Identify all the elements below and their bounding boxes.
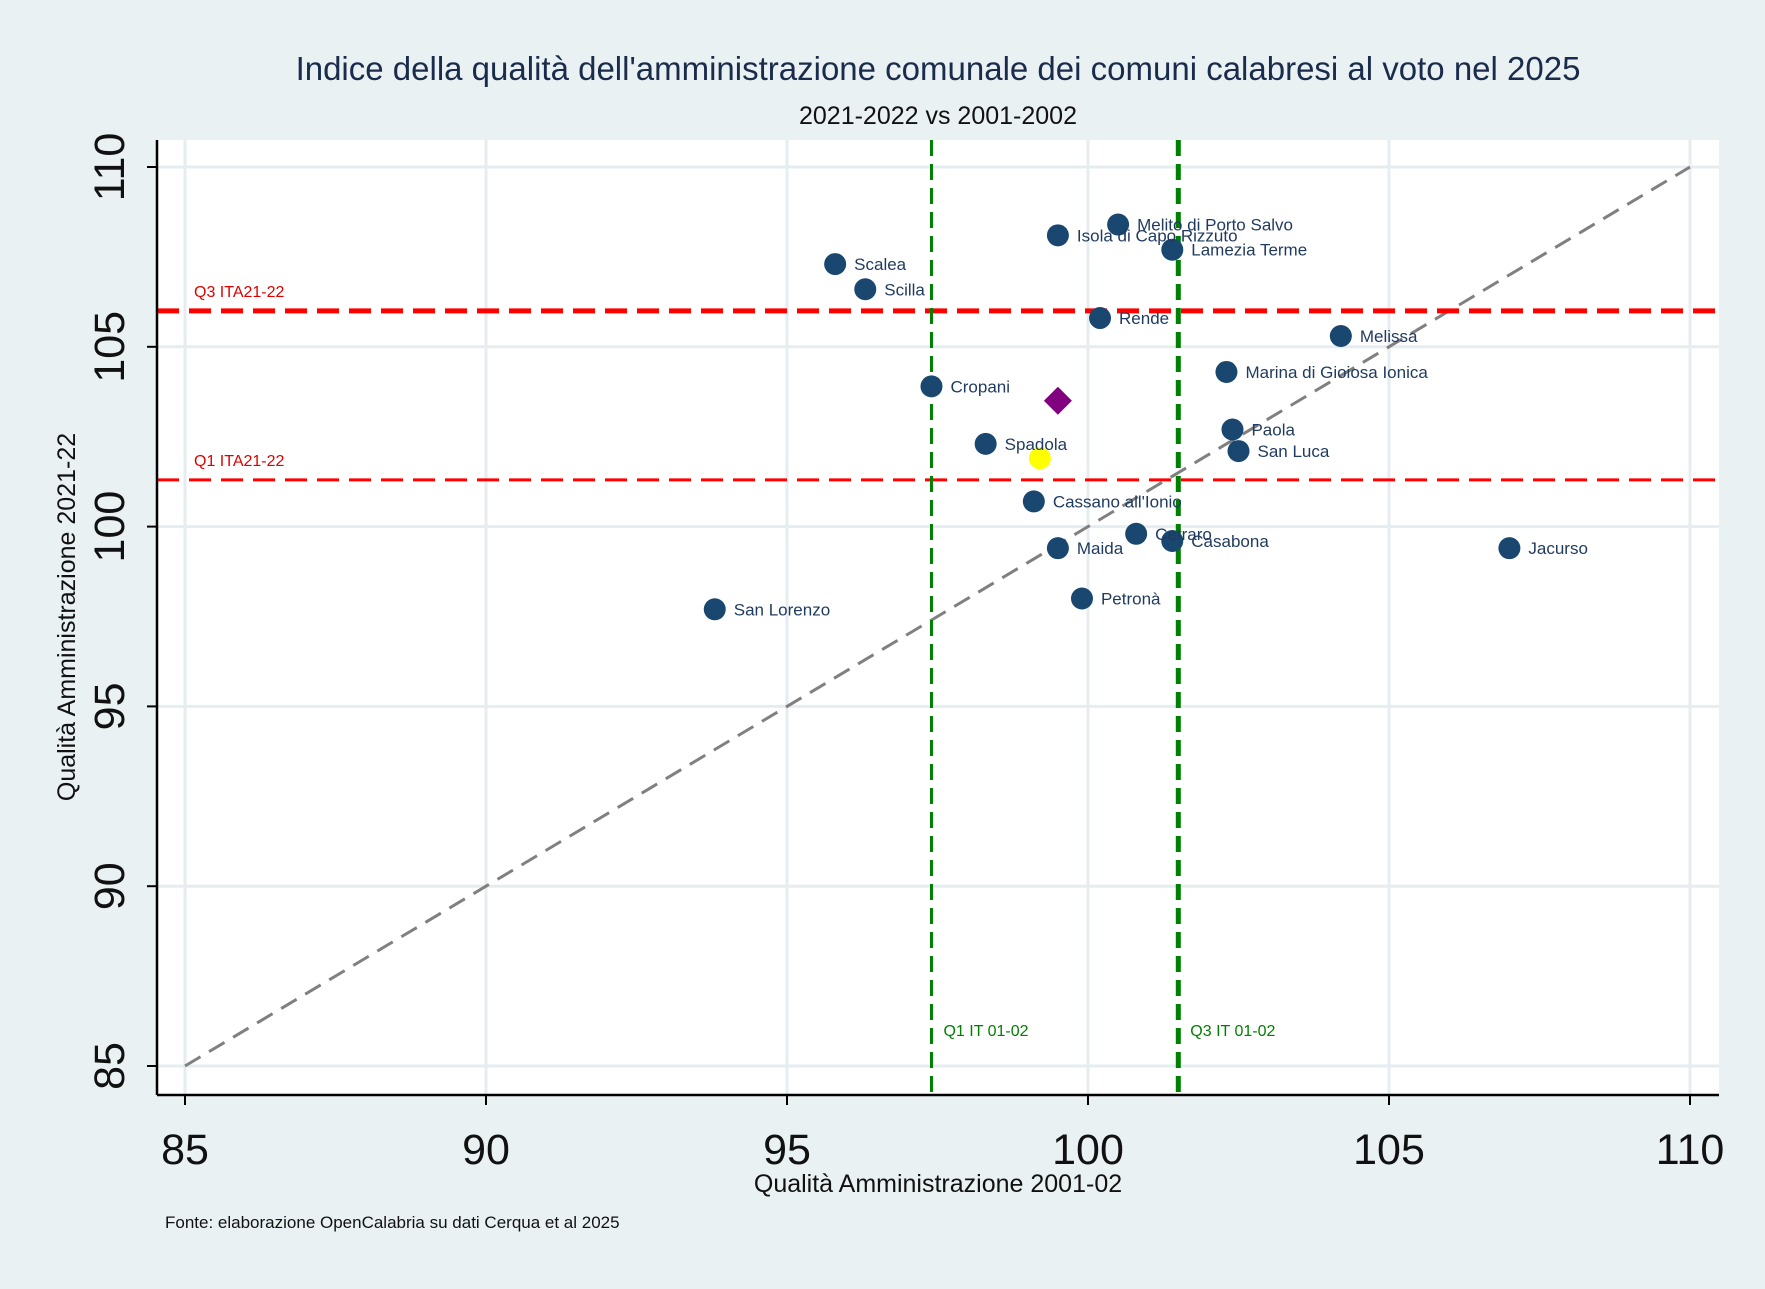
y-tick-label: 95 (86, 682, 134, 730)
reference-lines: Q3 ITA21-22 Q1 ITA21-22 Q1 IT 01-02 Q3 IT 0… (157, 140, 1719, 1095)
data-point (1089, 307, 1112, 330)
point-label: Scilla (884, 280, 925, 299)
point-label: Maida (1077, 539, 1124, 558)
x-tick-label: 95 (763, 1126, 811, 1174)
grid-lines (157, 140, 1719, 1095)
x-axis-title: Qualità Amministrazione 2001-02 (754, 1170, 1122, 1198)
point-label: Casabona (1191, 532, 1269, 551)
x-tick-label: 110 (1656, 1126, 1725, 1174)
y-tick-label: 100 (86, 491, 134, 563)
x-tick-label: 90 (462, 1126, 510, 1174)
hline-label: Q3 ITA21-22 (194, 284, 285, 301)
point-label: San Lorenzo (734, 600, 830, 619)
source-note: Fonte: elaborazione OpenCalabria su dati… (165, 1213, 620, 1232)
data-point (854, 278, 877, 301)
data-point (1215, 360, 1238, 383)
axes: 85 90 95 100 105 110 85 90 95 100 105 110 (86, 133, 1724, 1174)
data-point (1046, 537, 1069, 560)
diagonal-layer (184, 165, 1691, 1068)
point-label: Petronà (1101, 590, 1161, 609)
point-label: Paola (1251, 421, 1295, 440)
data-point (824, 253, 847, 276)
vline-label: Q1 IT 01-02 (943, 1023, 1028, 1040)
data-point (1161, 529, 1184, 552)
data-point (703, 598, 726, 621)
vline-label: Q3 IT 01-02 (1190, 1023, 1275, 1040)
point-label: Marina di Gioiosa Ionica (1245, 363, 1428, 382)
y-axis-title: Qualità Amministrazione 2021-22 (53, 433, 81, 801)
data-point (1107, 213, 1130, 236)
y-tick-label: 105 (86, 311, 134, 383)
y-tick-label: 85 (86, 1042, 134, 1090)
data-point (1329, 325, 1352, 348)
point-label: Scalea (854, 255, 907, 274)
point-label: Cetraro (1155, 525, 1212, 544)
data-point (1161, 238, 1184, 261)
point-label: Melissa (1360, 327, 1418, 346)
data-point (1070, 587, 1093, 610)
highlight-point (1028, 447, 1051, 470)
chart-subtitle: 2021-2022 vs 2001-2002 (799, 102, 1077, 130)
point-label: Jacurso (1528, 539, 1588, 558)
point-label: Rende (1119, 309, 1169, 328)
chart-title: Indice della qualità dell'amministrazion… (296, 50, 1581, 87)
points-layer (703, 213, 1521, 621)
data-point (1125, 522, 1148, 545)
point-label: Isola di Capo Rizzuto (1077, 226, 1238, 245)
diagonal-line (184, 165, 1691, 1068)
average-diamond-marker (1043, 386, 1072, 415)
data-point (1221, 418, 1244, 441)
data-point (1022, 490, 1045, 513)
hline-label: Q1 ITA21-22 (194, 453, 285, 470)
y-tick-label: 110 (86, 133, 134, 202)
point-label: Cassano all'Ionio (1053, 492, 1182, 511)
data-point (1498, 537, 1521, 560)
y-tick-label: 90 (86, 862, 134, 910)
x-tick-label: 100 (1052, 1126, 1124, 1174)
data-point (1046, 224, 1069, 247)
data-point (974, 432, 997, 455)
x-tick-label: 105 (1353, 1126, 1425, 1174)
point-label: Melito di Porto Salvo (1137, 216, 1293, 235)
x-tick-label: 85 (161, 1126, 209, 1174)
data-point (920, 375, 943, 398)
data-point (1227, 440, 1250, 463)
point-label: Spadola (1005, 435, 1068, 454)
point-label: Lamezia Terme (1191, 241, 1307, 260)
point-label: San Luca (1258, 442, 1330, 461)
point-label: Cropani (950, 377, 1010, 396)
